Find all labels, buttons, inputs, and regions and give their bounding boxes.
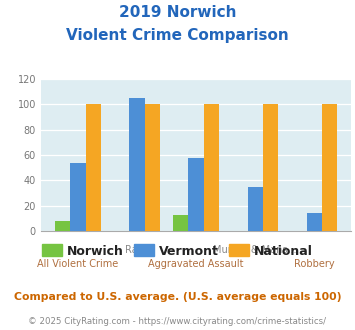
Text: Murder & Mans...: Murder & Mans... bbox=[213, 245, 297, 255]
Text: © 2025 CityRating.com - https://www.cityrating.com/crime-statistics/: © 2025 CityRating.com - https://www.city… bbox=[28, 317, 327, 326]
Bar bbox=[55, 221, 70, 231]
Text: All Violent Crime: All Violent Crime bbox=[37, 259, 119, 269]
Bar bbox=[70, 163, 86, 231]
Bar bbox=[189, 158, 204, 231]
Text: Aggravated Assault: Aggravated Assault bbox=[148, 259, 244, 269]
Text: Robbery: Robbery bbox=[294, 259, 335, 269]
Bar bbox=[145, 105, 160, 231]
Bar bbox=[86, 105, 101, 231]
Bar bbox=[173, 214, 189, 231]
Text: Rape: Rape bbox=[125, 245, 149, 255]
Bar bbox=[204, 105, 219, 231]
Bar bbox=[247, 187, 263, 231]
Bar bbox=[263, 105, 278, 231]
Legend: Norwich, Vermont, National: Norwich, Vermont, National bbox=[37, 240, 318, 263]
Bar bbox=[129, 98, 145, 231]
Bar bbox=[322, 105, 337, 231]
Text: Violent Crime Comparison: Violent Crime Comparison bbox=[66, 28, 289, 43]
Text: 2019 Norwich: 2019 Norwich bbox=[119, 5, 236, 20]
Bar bbox=[307, 213, 322, 231]
Text: Compared to U.S. average. (U.S. average equals 100): Compared to U.S. average. (U.S. average … bbox=[14, 292, 341, 302]
